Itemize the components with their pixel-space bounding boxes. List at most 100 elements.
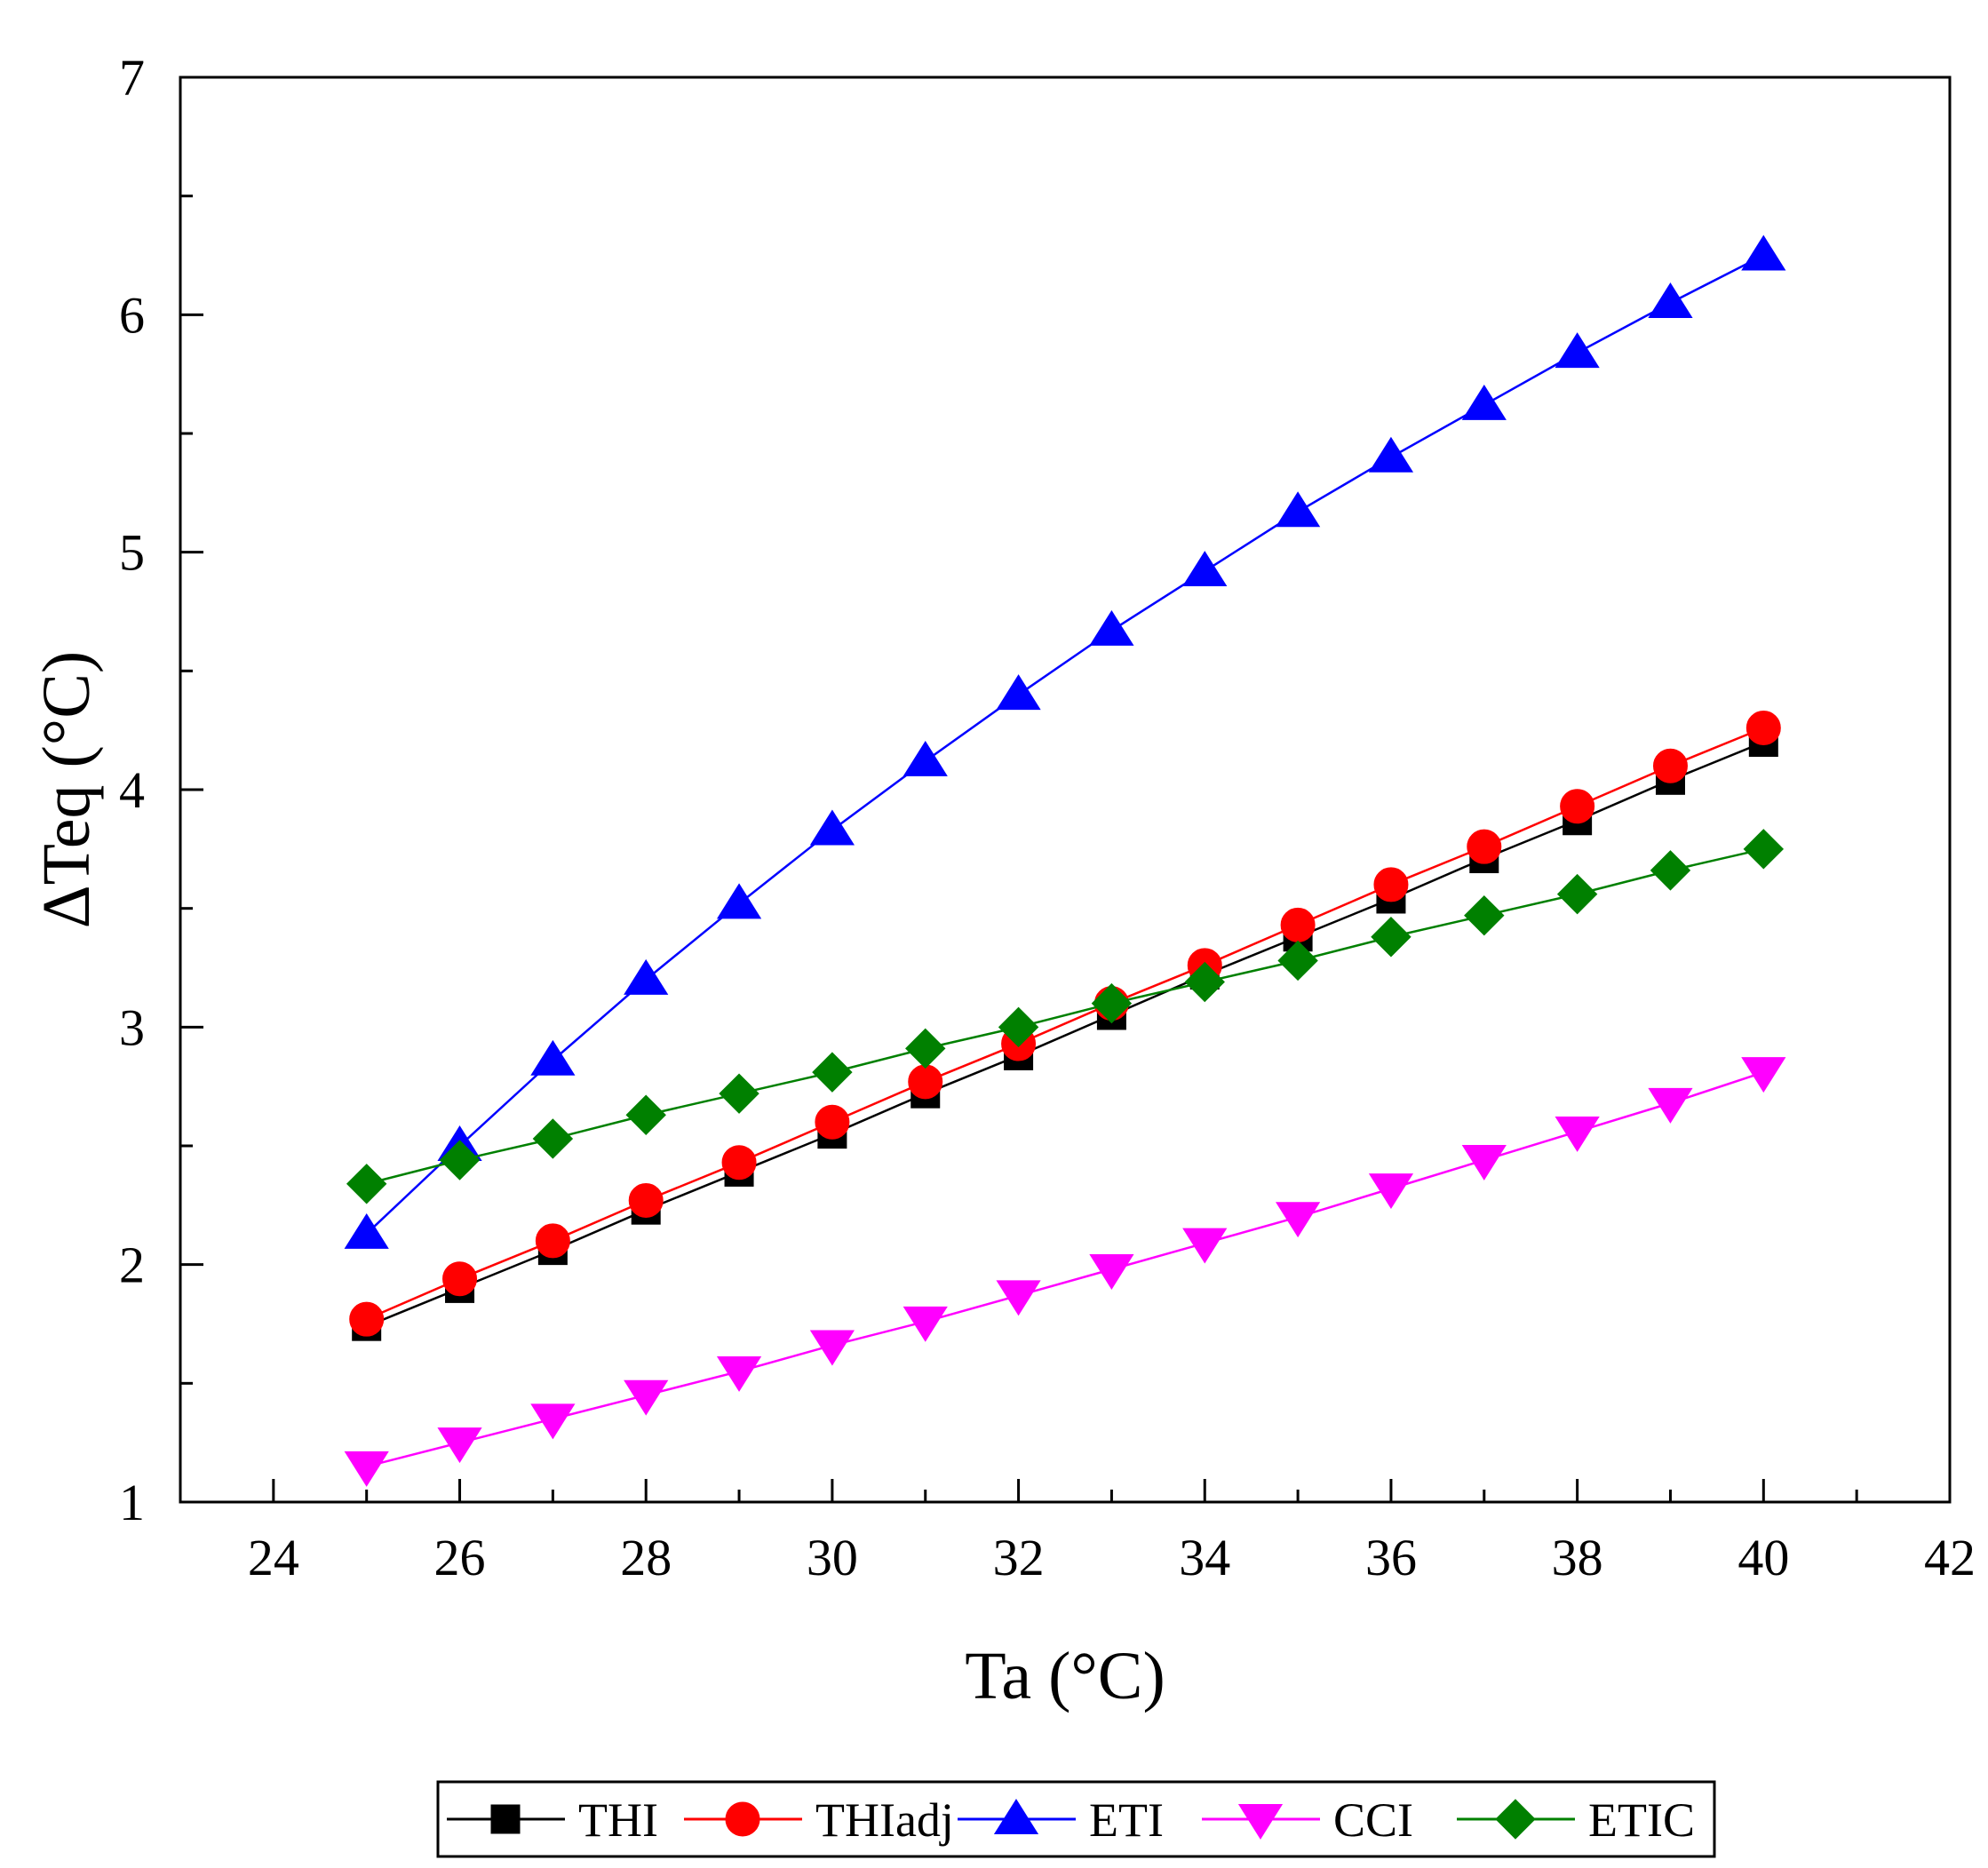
data-point-thiadj: [1560, 789, 1595, 824]
data-point-eti: [624, 958, 669, 995]
data-point-cci: [996, 1280, 1041, 1316]
data-point-eti: [1276, 491, 1321, 528]
data-point-etic: [812, 1052, 853, 1093]
data-point-thiadj: [1652, 748, 1688, 783]
data-point-etic: [439, 1140, 481, 1180]
y-tick-label: 5: [119, 524, 145, 582]
data-point-cci: [1741, 1057, 1786, 1093]
x-tick-label: 32: [993, 1529, 1045, 1586]
data-point-eti: [716, 883, 762, 919]
data-point-thiadj: [908, 1064, 943, 1100]
data-point-cci: [1276, 1202, 1321, 1238]
series-line-cci: [366, 1070, 1764, 1468]
data-point-eti: [996, 674, 1041, 711]
legend-marker: [490, 1804, 521, 1834]
data-point-cci: [437, 1427, 482, 1464]
series-etic: [346, 829, 1785, 1204]
y-tick-label: 3: [119, 998, 145, 1056]
series-layer: [344, 234, 1786, 1487]
y-axis-label: ΔTeq (°C): [29, 651, 104, 928]
data-point-thiadj: [1373, 867, 1409, 902]
data-point-thiadj: [815, 1104, 850, 1140]
data-point-etic: [1091, 982, 1133, 1024]
data-point-cci: [1461, 1145, 1507, 1180]
x-tick-label: 34: [1179, 1529, 1230, 1586]
series-cci: [344, 1057, 1786, 1487]
legend-entry-thi: THI: [447, 1793, 658, 1847]
data-point-thiadj: [442, 1261, 478, 1297]
data-point-etic: [905, 1028, 946, 1069]
legend-marker: [725, 1801, 760, 1837]
x-axis-label: Ta (°C): [965, 1639, 1165, 1713]
data-point-cci: [624, 1379, 669, 1416]
legend-entry-cci: CCI: [1202, 1793, 1413, 1847]
legend-label: THIadj: [815, 1793, 954, 1847]
series-thiadj: [349, 710, 1781, 1337]
data-point-etic: [625, 1094, 666, 1135]
legend: THI THIadj ETI CCI ETIC: [436, 1780, 1716, 1858]
legend-entry-eti: ETI: [958, 1793, 1164, 1847]
data-point-eti: [1182, 551, 1228, 587]
legend-entry-thiadj: THIadj: [684, 1793, 954, 1847]
data-point-cci: [716, 1355, 762, 1392]
y-tick-label: 1: [119, 1474, 145, 1531]
data-point-etic: [346, 1164, 387, 1204]
data-point-cci: [530, 1403, 576, 1440]
x-tick-label: 24: [248, 1529, 299, 1586]
x-tick-label: 38: [1552, 1529, 1603, 1586]
data-point-cci: [1368, 1173, 1414, 1210]
y-tick-label: 4: [119, 761, 145, 819]
series-line-thiadj: [366, 727, 1764, 1321]
data-point-thiadj: [628, 1182, 664, 1218]
data-point-thiadj: [535, 1223, 570, 1259]
data-point-cci: [903, 1306, 948, 1342]
data-point-cci: [1089, 1254, 1134, 1290]
data-point-cci: [1555, 1116, 1600, 1152]
x-tick-label: 30: [807, 1529, 858, 1586]
legend-label: ETI: [1089, 1793, 1164, 1847]
data-point-cci: [1182, 1228, 1228, 1264]
data-point-etic: [1743, 829, 1785, 870]
data-point-cci: [809, 1330, 855, 1366]
x-axis-ticks: 24 26 28 30 32 34 36 38 40 42: [179, 1479, 1976, 1586]
series-line-eti: [365, 254, 1764, 1235]
data-point-etic: [1556, 873, 1598, 915]
data-point-eti: [1648, 282, 1693, 318]
data-point-etic: [1371, 917, 1411, 958]
data-point-eti: [903, 740, 948, 776]
legend-marker: [1237, 1804, 1284, 1840]
series-line-etic: [366, 847, 1764, 1185]
legend-label: THI: [578, 1793, 658, 1847]
data-point-thiadj: [349, 1301, 385, 1337]
data-point-eti: [1555, 332, 1600, 369]
data-point-etic: [1277, 940, 1318, 982]
data-point-thiadj: [721, 1145, 757, 1180]
data-point-eti: [530, 1039, 576, 1076]
series-line-thi: [366, 741, 1764, 1328]
data-point-eti: [1741, 234, 1786, 271]
data-point-thiadj: [1280, 907, 1316, 942]
data-point-etic: [719, 1073, 759, 1114]
data-point-thiadj: [1745, 710, 1781, 745]
data-point-thiadj: [1467, 829, 1502, 864]
data-point-eti: [1368, 436, 1414, 473]
data-point-eti: [344, 1212, 389, 1249]
x-tick-label: 40: [1738, 1529, 1789, 1586]
x-tick-label: 26: [434, 1529, 486, 1586]
y-tick-label: 7: [119, 49, 145, 107]
x-tick-label: 42: [1924, 1529, 1976, 1586]
data-point-etic: [1650, 850, 1691, 891]
legend-label: CCI: [1333, 1793, 1413, 1847]
data-point-etic: [1464, 894, 1505, 936]
legend-marker: [1495, 1799, 1536, 1840]
data-point-eti: [1461, 384, 1507, 420]
y-tick-label: 6: [119, 286, 145, 344]
legend-marker: [993, 1799, 1039, 1834]
data-point-etic: [998, 1006, 1039, 1048]
data-point-cci: [344, 1451, 389, 1487]
data-point-eti: [809, 809, 855, 846]
y-tick-label: 2: [119, 1236, 145, 1294]
y-axis-ticks: 1 2 3 4 5 6 7: [119, 49, 203, 1531]
series-eti: [344, 234, 1786, 1249]
